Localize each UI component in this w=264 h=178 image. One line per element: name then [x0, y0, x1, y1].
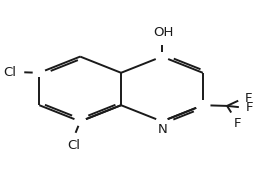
Text: F: F — [244, 92, 252, 105]
Text: Cl: Cl — [3, 66, 16, 79]
Text: F: F — [246, 101, 253, 114]
Text: Cl: Cl — [67, 139, 80, 152]
Text: F: F — [234, 117, 242, 130]
Text: OH: OH — [153, 26, 173, 39]
Text: N: N — [158, 123, 168, 136]
